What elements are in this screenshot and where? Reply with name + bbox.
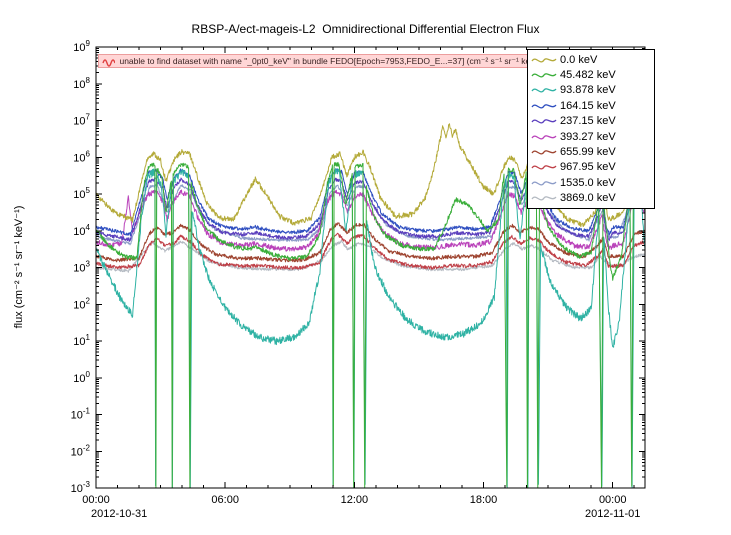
legend-label: 655.99 keV [560,146,616,159]
legend-label: 93.878 keV [560,84,616,97]
legend-label: 237.15 keV [560,115,616,128]
legend-label: 393.27 keV [560,130,616,143]
x-tick-label: 00:00 [599,494,627,506]
series-line [96,161,645,488]
y-tick-label: 107 [73,113,90,128]
legend-item: 45.482 keV [531,67,651,82]
y-tick-label: 102 [73,296,90,311]
legend-item: 164.15 keV [531,98,651,113]
series-line [96,177,645,242]
legend-item: 3869.0 keV [531,191,651,206]
legend-item: 393.27 keV [531,129,651,144]
warning-squiggle-icon [102,59,116,67]
legend-item: 237.15 keV [531,114,651,129]
y-tick-label: 108 [73,76,90,91]
legend-label: 45.482 keV [560,69,616,82]
warning-text: unable to find dataset with name "_0pt0_… [119,55,546,66]
series-line [96,239,645,273]
series-line-icon [531,134,557,140]
y-tick-label: 101 [73,333,90,348]
series-line-icon [531,181,557,186]
series-line [96,222,645,263]
y-tick-label: 100 [73,370,90,385]
y-tick-label: 109 [73,39,90,54]
series-line-icon [531,119,557,124]
legend-label: 1535.0 keV [560,176,616,189]
y-tick-label: 10-1 [71,407,91,422]
legend-label: 0.0 keV [560,53,598,66]
legend-item: 1535.0 keV [531,175,651,190]
series-line-icon [531,57,557,63]
series-line-icon [531,88,557,93]
date-label: 2012-10-31 [91,508,147,520]
series-line [96,189,645,252]
y-axis-label: flux (cm⁻² s⁻¹ sr⁻¹ keV⁻¹) [13,205,25,329]
series-line-icon [531,73,557,78]
y-tick-label: 104 [73,223,90,238]
legend-item: 93.878 keV [531,83,651,98]
warning-banner: unable to find dataset with name "_0pt0_… [98,54,550,68]
x-tick-label: 18:00 [470,494,498,506]
x-tick-label: 06:00 [211,494,239,506]
legend-item: 967.95 keV [531,160,651,175]
x-tick-label: 12:00 [341,494,369,506]
legend-label: 3869.0 keV [560,192,616,205]
y-tick-label: 105 [73,186,90,201]
series-line-icon [531,150,557,155]
y-tick-label: 10-3 [71,480,91,495]
y-tick-label: 106 [73,149,90,164]
series-line-icon [531,165,557,170]
legend-label: 164.15 keV [560,99,616,112]
legend: 0.0 keV 45.482 keV 93.878 keV 164.15 keV 237… [527,49,655,209]
series-line [96,168,645,488]
chart-title: RBSP-A/ect-mageis-L2 Omnidirectional Dif… [191,22,540,36]
date-label: 2012-11-01 [585,508,640,520]
legend-label: 967.95 keV [560,161,616,174]
x-tick-label: 00:00 [82,494,110,506]
legend-item: 655.99 keV [531,144,651,159]
series-line-icon [531,196,557,201]
series-line-icon [531,104,557,109]
y-tick-label: 103 [73,260,90,275]
y-tick-label: 10-2 [71,443,91,458]
legend-item: 0.0 keV [531,52,651,67]
